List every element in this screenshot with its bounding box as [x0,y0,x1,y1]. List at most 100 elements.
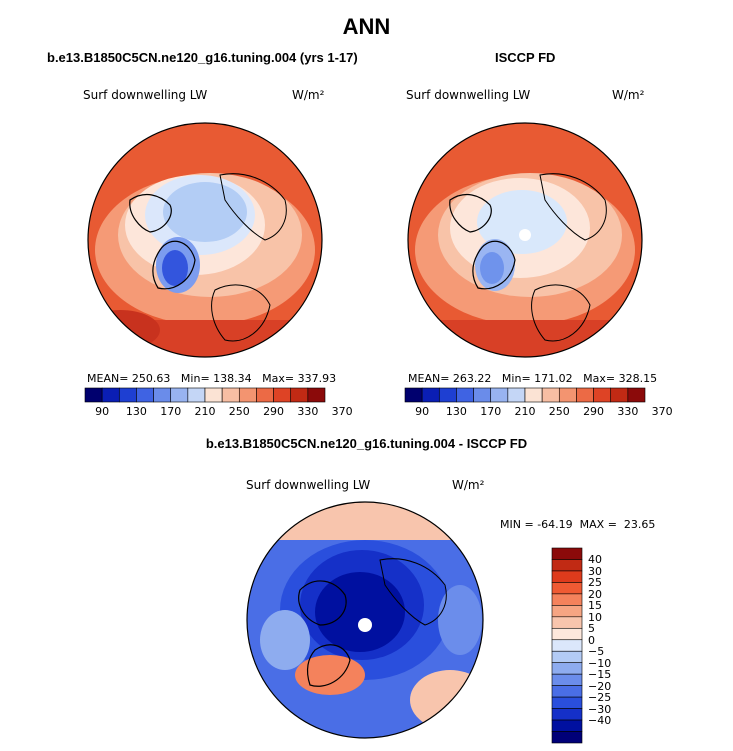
colorbar-tick-label: 170 [160,405,182,418]
difference-max: 23.65 [623,518,656,531]
colorbar-swatch [404,387,423,403]
difference-polar-map [247,502,483,738]
diff-colorbar-tick-label: −30 [588,702,612,716]
colorbar-tick-label: 90 [95,405,110,418]
panel1-variable-label: Surf downwelling LW [83,88,208,102]
colorbar-swatch [187,387,206,403]
diff-colorbar-swatch [551,616,583,629]
diff-colorbar-swatch [551,696,583,709]
colorbar-swatch [84,387,103,403]
panel2-mean: 263.22 [452,372,492,385]
colorbar-tick-label: 290 [583,405,605,418]
colorbar-swatch [221,387,240,403]
diff-colorbar-swatch [551,650,583,664]
colorbar-tick-label: 330 [297,405,319,418]
panel1-polar-map [88,123,322,357]
colorbar-tick-label: 170 [480,405,502,418]
diff-colorbar-tick-label: 20 [588,587,602,601]
colorbar-swatch [576,387,594,403]
difference-units: W/m² [452,478,485,492]
colorbar-swatch [118,387,137,403]
colorbar-swatch [290,387,309,403]
colorbar-tick-label: 250 [548,405,570,418]
colorbar-swatch [490,387,509,403]
difference-variable-label: Surf downwelling LW [246,478,371,492]
diff-colorbar-swatch [551,731,583,744]
page-title: ANN [342,14,391,39]
colorbar-swatch [238,387,257,403]
diff-colorbar-tick-label: −15 [588,668,612,682]
diff-colorbar-swatch [551,685,583,698]
colorbar-tick-label: 250 [228,405,250,418]
panel2-stats: MEAN= 263.22 Min= 171.02 Max= 328.15 [408,372,658,385]
panel1-colorbar [84,387,326,403]
colorbar-swatch [204,387,223,403]
diff-colorbar-swatch [551,662,583,675]
colorbar-tick-label: 90 [415,405,430,418]
diff-colorbar-swatch [551,547,583,560]
panel1-map-border [87,122,323,358]
panel1-max: 337.93 [297,372,337,385]
colorbar-tick-label: 210 [514,405,536,418]
panel2-colorbar-ticks: 90 130 170 210 250 290 330 370 [405,405,673,419]
diff-colorbar-tick-label: 5 [588,622,595,636]
diff-colorbar-tick-label: −10 [588,656,612,670]
colorbar-swatch [541,387,560,403]
diff-colorbar-swatch [551,582,583,595]
colorbar-swatch [136,387,154,403]
colorbar-swatch [507,387,526,403]
difference-colorbar-ticks: 40 30 25 20 15 10 5 0 −5 −10 −15 −20 −25 −30 −40 [588,548,628,743]
difference-min: -64.19 [537,518,573,531]
panel1-mean: 250.63 [131,372,171,385]
colorbar-swatch [438,387,457,403]
panel2-variable-label: Surf downwelling LW [406,88,531,102]
diff-colorbar-tick-label: 25 [588,576,602,590]
colorbar-tick-label: 130 [125,405,147,418]
colorbar-tick-label: 210 [194,405,216,418]
diff-colorbar-tick-label: −20 [588,679,612,693]
diff-colorbar-swatch [551,570,583,583]
panel1-min: 138.34 [213,372,252,385]
panel1-stats: MEAN= 250.63 Min= 138.34 Max= 337.93 [87,372,337,385]
diff-colorbar-tick-label: 30 [588,564,602,578]
colorbar-tick-label: 370 [651,405,673,418]
diff-colorbar-swatch [551,559,583,572]
panel2-map-border [407,122,643,358]
panel1-units: W/m² [292,88,325,102]
difference-colorbar [551,547,583,744]
colorbar-swatch [524,387,543,403]
diff-colorbar-tick-label: −25 [588,691,612,705]
diff-colorbar-tick-label: −5 [588,645,605,659]
colorbar-swatch [421,387,440,403]
diff-colorbar-swatch [551,639,583,652]
colorbar-tick-label: 330 [617,405,639,418]
colorbar-swatch [627,387,646,403]
panel2-units: W/m² [612,88,645,102]
colorbar-swatch [273,387,292,403]
diff-colorbar-swatch [551,708,583,721]
panel2-min: 171.02 [534,372,573,385]
difference-map-border [246,501,484,739]
diff-colorbar-swatch [551,593,583,606]
diff-colorbar-swatch [551,627,583,641]
diff-colorbar-tick-label: 10 [588,610,602,624]
diff-colorbar-tick-label: −40 [588,714,612,728]
diff-colorbar-tick-label: 0 [588,633,595,647]
colorbar-swatch [593,387,612,403]
panel2-polar-map [408,123,642,357]
colorbar-swatch [170,387,189,403]
colorbar-swatch [256,387,274,403]
colorbar-swatch [456,387,474,403]
panel2-colorbar [404,387,646,403]
panel1-colorbar-ticks: 90 130 170 210 250 290 330 370 [85,405,353,419]
panel1-case-title: b.e13.B1850C5CN.ne120_g16.tuning.004 (yr… [47,50,358,65]
difference-case-title: b.e13.B1850C5CN.ne120_g16.tuning.004 - I… [205,436,528,451]
colorbar-swatch [473,387,492,403]
colorbar-swatch [307,387,326,403]
diff-colorbar-swatch [551,719,583,732]
difference-stats: MIN = -64.19 MAX = 23.65 [500,518,656,531]
diff-colorbar-swatch [551,673,583,686]
colorbar-swatch [558,387,577,403]
colorbar-swatch [101,387,120,403]
